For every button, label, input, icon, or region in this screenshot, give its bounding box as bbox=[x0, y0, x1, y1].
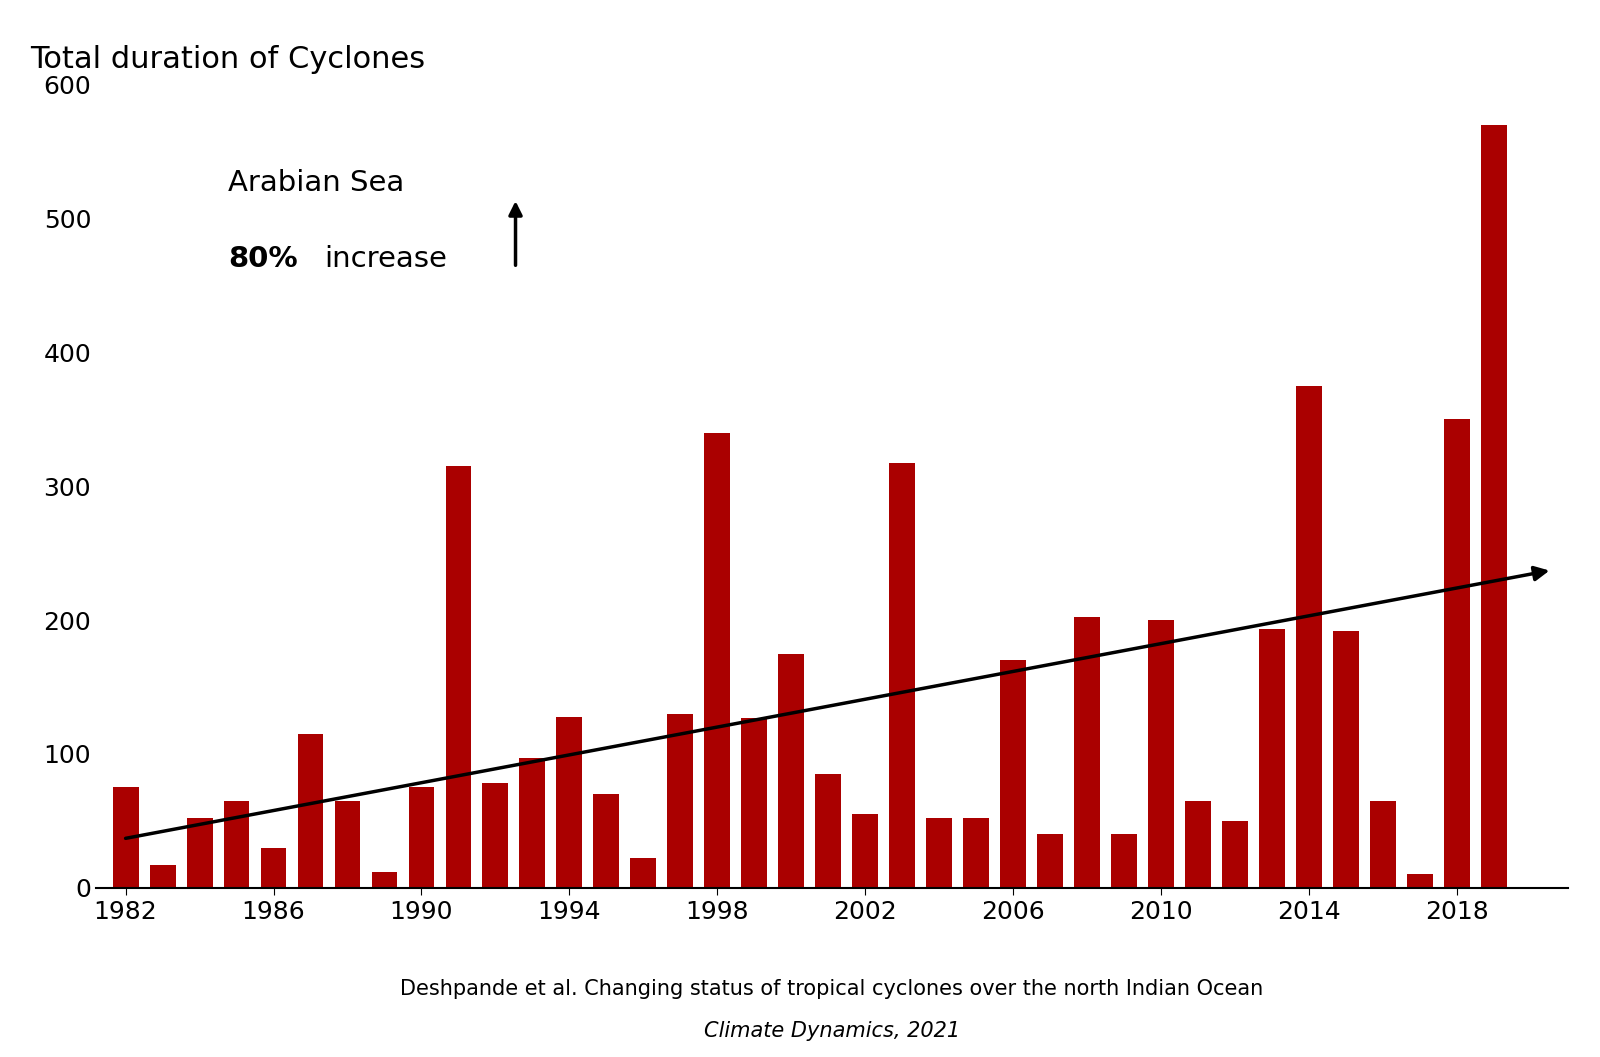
Bar bbox=[557, 717, 582, 888]
Bar bbox=[594, 794, 619, 888]
Bar bbox=[704, 432, 730, 888]
Bar bbox=[112, 787, 139, 888]
Bar bbox=[741, 718, 768, 888]
Text: increase: increase bbox=[325, 245, 446, 274]
Bar bbox=[1112, 834, 1138, 888]
Bar bbox=[1186, 801, 1211, 888]
Bar bbox=[261, 848, 286, 888]
Bar bbox=[1000, 661, 1026, 888]
Bar bbox=[890, 463, 915, 888]
Bar bbox=[778, 653, 805, 888]
Bar bbox=[408, 787, 435, 888]
Bar bbox=[1259, 630, 1285, 888]
Bar bbox=[1074, 617, 1101, 888]
Text: Total duration of Cyclones: Total duration of Cyclones bbox=[30, 44, 426, 74]
Bar bbox=[853, 814, 878, 888]
Bar bbox=[1406, 874, 1434, 888]
Bar bbox=[334, 801, 360, 888]
Bar bbox=[1222, 821, 1248, 888]
Bar bbox=[630, 858, 656, 888]
Bar bbox=[1037, 834, 1062, 888]
Text: 80%: 80% bbox=[229, 245, 298, 274]
Bar bbox=[926, 818, 952, 888]
Bar bbox=[1370, 801, 1397, 888]
Bar bbox=[1149, 620, 1174, 888]
Bar bbox=[963, 818, 989, 888]
Bar bbox=[224, 801, 250, 888]
Bar bbox=[445, 466, 472, 888]
Text: Climate Dynamics, 2021: Climate Dynamics, 2021 bbox=[704, 1021, 960, 1041]
Text: Deshpande et al. Changing status of tropical cyclones over the north Indian Ocea: Deshpande et al. Changing status of trop… bbox=[400, 979, 1264, 999]
Bar bbox=[1296, 386, 1322, 888]
Bar bbox=[816, 774, 842, 888]
Text: Arabian Sea: Arabian Sea bbox=[229, 169, 405, 197]
Bar bbox=[298, 734, 323, 888]
Bar bbox=[1482, 125, 1507, 888]
Bar bbox=[187, 818, 213, 888]
Bar bbox=[483, 783, 509, 888]
Bar bbox=[667, 713, 693, 888]
Bar bbox=[150, 865, 176, 888]
Bar bbox=[1445, 420, 1470, 888]
Bar bbox=[520, 758, 546, 888]
Bar bbox=[371, 872, 397, 888]
Bar bbox=[1333, 631, 1358, 888]
